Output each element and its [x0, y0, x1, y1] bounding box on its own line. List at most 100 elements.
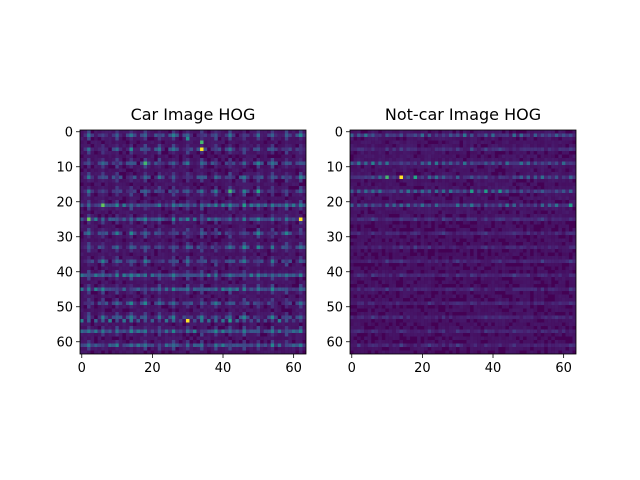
heatmap-cell: [438, 134, 442, 138]
heatmap-cell: [242, 190, 246, 194]
heatmap-cell: [161, 256, 165, 260]
heatmap-cell: [257, 351, 261, 355]
heatmap-cell: [189, 228, 193, 232]
heatmap-cell: [288, 239, 292, 243]
heatmap-cell: [565, 176, 569, 180]
heatmap-cell: [548, 130, 552, 134]
heatmap-cell: [541, 155, 545, 159]
heatmap-cell: [382, 172, 386, 176]
heatmap-cell: [101, 295, 105, 299]
heatmap-cell: [112, 158, 116, 162]
heatmap-cell: [512, 176, 516, 180]
heatmap-cell: [197, 165, 201, 169]
heatmap-cell: [257, 200, 261, 204]
heatmap-cell: [137, 309, 141, 313]
heatmap-cell: [221, 246, 225, 250]
heatmap-cell: [271, 169, 275, 173]
heatmap-cell: [260, 312, 264, 316]
heatmap-cell: [172, 151, 176, 155]
heatmap-cell: [285, 256, 289, 260]
heatmap-cell: [407, 162, 411, 166]
heatmap-cell: [105, 186, 109, 190]
heatmap-cell: [250, 260, 254, 264]
heatmap-cell: [467, 134, 471, 138]
heatmap-cell: [364, 200, 368, 204]
heatmap-cell: [193, 214, 197, 218]
heatmap-cell: [299, 291, 303, 295]
heatmap-cell: [101, 137, 105, 141]
heatmap-cell: [168, 326, 172, 330]
heatmap-cell: [285, 176, 289, 180]
heatmap-cell: [144, 263, 148, 267]
heatmap-cell: [119, 267, 123, 271]
heatmap-cell: [445, 134, 449, 138]
heatmap-cell: [562, 179, 566, 183]
heatmap-cell: [257, 148, 261, 152]
heatmap-cell: [228, 148, 232, 152]
heatmap-cell: [385, 162, 389, 166]
heatmap-cell: [551, 200, 555, 204]
heatmap-cell: [80, 162, 84, 166]
heatmap-cell: [193, 330, 197, 334]
heatmap-cell: [537, 169, 541, 173]
heatmap-cell: [151, 316, 155, 320]
heatmap-cell: [189, 193, 193, 197]
heatmap-cell: [354, 148, 358, 152]
heatmap-cell: [463, 193, 467, 197]
heatmap-cell: [172, 235, 176, 239]
heatmap-cell: [119, 319, 123, 323]
heatmap-cell: [246, 214, 250, 218]
heatmap-cell: [84, 277, 88, 281]
heatmap-cell: [158, 302, 162, 306]
heatmap-cell: [84, 176, 88, 180]
heatmap-cell: [115, 183, 119, 187]
heatmap-cell: [189, 207, 193, 211]
heatmap-cell: [197, 214, 201, 218]
heatmap-cell: [115, 281, 119, 285]
heatmap-cell: [80, 319, 84, 323]
heatmap-cell: [512, 207, 516, 211]
heatmap-cell: [175, 183, 179, 187]
heatmap-cell: [228, 302, 232, 306]
heatmap-cell: [126, 249, 130, 253]
heatmap-cell: [204, 214, 208, 218]
heatmap-cell: [168, 225, 172, 229]
heatmap-cell: [572, 197, 576, 201]
heatmap-cell: [274, 246, 278, 250]
heatmap-cell: [228, 333, 232, 337]
heatmap-cell: [428, 137, 432, 141]
heatmap-cell: [122, 183, 126, 187]
heatmap-cell: [218, 190, 222, 194]
heatmap-cell: [456, 176, 460, 180]
heatmap-cell: [285, 141, 289, 145]
heatmap-cell: [228, 316, 232, 320]
heatmap-cell: [438, 148, 442, 152]
heatmap-cell: [516, 141, 520, 145]
heatmap-cell: [154, 263, 158, 267]
heatmap-cell: [197, 337, 201, 341]
heatmap-cell: [299, 249, 303, 253]
heatmap-cell: [200, 347, 204, 351]
heatmap-cell: [246, 239, 250, 243]
heatmap-cell: [140, 330, 144, 334]
heatmap-cell: [271, 351, 275, 355]
heatmap-cell: [87, 337, 91, 341]
heatmap-cell: [285, 186, 289, 190]
heatmap-cell: [214, 323, 218, 327]
heatmap-cell: [91, 148, 95, 152]
heatmap-cell: [133, 239, 137, 243]
heatmap-cell: [246, 242, 250, 246]
heatmap-cell: [267, 179, 271, 183]
heatmap-cell: [302, 253, 306, 257]
heatmap-cell: [175, 253, 179, 257]
x-tick-label: 20: [144, 361, 161, 376]
heatmap-cell: [302, 270, 306, 274]
heatmap-cell: [204, 319, 208, 323]
heatmap-cell: [292, 246, 296, 250]
heatmap-cell: [137, 211, 141, 215]
heatmap-cell: [140, 137, 144, 141]
heatmap-cell: [129, 260, 133, 264]
heatmap-cell: [295, 270, 299, 274]
heatmap-cell: [214, 211, 218, 215]
heatmap-cell: [214, 284, 218, 288]
